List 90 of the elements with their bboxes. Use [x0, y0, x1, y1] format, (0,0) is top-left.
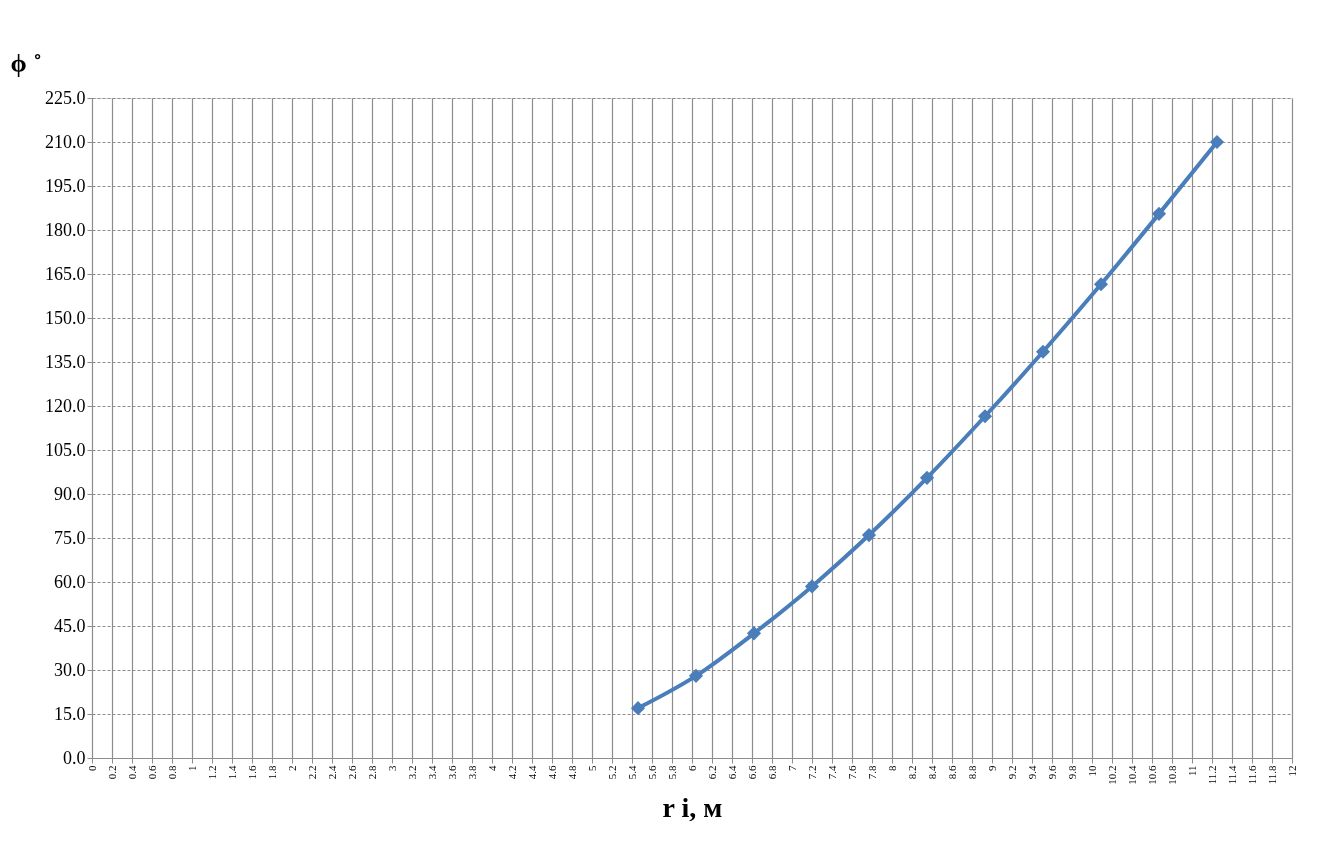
x-tick-label: 2 — [285, 765, 298, 771]
x-tick-label: 9.2 — [1005, 765, 1018, 780]
x-tick-label: 1 — [185, 765, 198, 771]
x-tick-label: 11.6 — [1245, 765, 1258, 785]
x-tick-label: 4.8 — [565, 765, 578, 780]
x-tick-label: 7.4 — [825, 765, 838, 780]
y-tick-label: 150.0 — [45, 307, 86, 328]
y-tick-label: 30.0 — [54, 659, 86, 680]
point — [919, 470, 935, 485]
x-tick-label: 8.8 — [965, 765, 978, 780]
x-axis-title: r i, м — [662, 791, 723, 823]
x-tick-label: 0.4 — [125, 765, 138, 780]
x-tick-label: 11 — [1185, 765, 1198, 777]
y-tick-label: 15.0 — [54, 703, 86, 724]
point — [688, 668, 704, 683]
y-tick-label: 225.0 — [45, 87, 86, 108]
x-tick-label: 6 — [685, 765, 698, 771]
x-tick-label: 11.4 — [1225, 765, 1238, 785]
x-tick-label: 0 — [85, 765, 98, 771]
x-tick-label: 6.6 — [745, 765, 758, 780]
x-tick-label: 3.4 — [425, 765, 438, 780]
x-tick-label: 7 — [785, 765, 798, 771]
y-tick-label: 180.0 — [45, 219, 86, 240]
x-tick-label: 5.4 — [625, 765, 638, 780]
x-tick-label: 11.8 — [1265, 765, 1278, 785]
point — [804, 579, 820, 594]
y-axis-title: ϕ ˚ — [10, 48, 42, 78]
x-tick-label: 9.6 — [1045, 765, 1058, 780]
point — [1093, 277, 1109, 292]
x-tick-label: 6.2 — [705, 765, 718, 780]
y-tick-label: 210.0 — [45, 131, 86, 152]
y-tick-label: 60.0 — [54, 571, 86, 592]
x-tick-label: 1.8 — [265, 765, 278, 780]
y-tick-label: 75.0 — [54, 527, 86, 548]
x-tick-label: 10 — [1085, 765, 1098, 777]
point — [977, 409, 993, 424]
x-tick-label: 11.2 — [1205, 765, 1218, 785]
x-tick-label: 5.2 — [605, 765, 618, 780]
x-tick-label: 8.2 — [905, 765, 918, 780]
point — [1209, 134, 1225, 150]
x-tick-label: 0.2 — [105, 765, 118, 780]
x-tick-label: 5.6 — [645, 765, 658, 780]
x-tick-label: 0.6 — [145, 765, 158, 780]
x-tick-label: 2.6 — [345, 765, 358, 780]
x-tick-label: 10.4 — [1125, 765, 1138, 785]
x-tick-label: 1.4 — [225, 765, 238, 780]
point — [746, 626, 762, 641]
y-tick-label: 195.0 — [45, 175, 86, 196]
x-tick-label: 3.6 — [445, 765, 458, 780]
y-tick-label: 135.0 — [45, 351, 86, 372]
x-tick-label: 4.4 — [525, 765, 538, 780]
x-tick-label: 1.2 — [205, 765, 218, 780]
x-tick-label: 12 — [1285, 765, 1298, 777]
x-tick-label: 7.8 — [865, 765, 878, 780]
x-tick-label: 10.8 — [1165, 765, 1178, 785]
x-tick-label: 9 — [985, 765, 998, 771]
x-tick-label: 3.8 — [465, 765, 478, 780]
x-tick-label: 8 — [885, 765, 898, 771]
x-tick-label: 2.8 — [365, 765, 378, 780]
x-tick-label: 9.8 — [1065, 765, 1078, 780]
x-tick-label: 5 — [585, 765, 598, 771]
y-tick-label: 0.0 — [63, 747, 86, 768]
point — [1035, 344, 1051, 359]
x-tick-label: 6.8 — [765, 765, 778, 780]
x-tick-label: 7.6 — [845, 765, 858, 780]
y-tick-label: 45.0 — [54, 615, 86, 636]
y-tick-label: 120.0 — [45, 395, 86, 416]
x-tick-label: 10.6 — [1145, 765, 1158, 785]
x-tick-label: 1.6 — [245, 765, 258, 780]
x-tick-label: 2.2 — [305, 765, 318, 780]
x-tick-label: 10.2 — [1105, 765, 1118, 785]
point — [630, 701, 646, 716]
y-tick-label: 165.0 — [45, 263, 86, 284]
point — [861, 528, 877, 543]
x-tick-label: 5.8 — [665, 765, 678, 780]
y-tick-label: 105.0 — [45, 439, 86, 460]
x-tick-label: 0.8 — [165, 765, 178, 780]
point — [1151, 206, 1167, 221]
x-tick-label: 3.2 — [405, 765, 418, 780]
x-tick-label: 4.2 — [505, 765, 518, 780]
x-tick-label: 3 — [385, 765, 398, 771]
y-tick-label: 90.0 — [54, 483, 86, 504]
x-tick-label: 8.4 — [925, 765, 938, 780]
x-tick-label: 9.4 — [1025, 765, 1038, 780]
x-tick-label: 4 — [485, 765, 498, 771]
x-tick-label: 2.4 — [325, 765, 338, 780]
x-tick-label: 4.6 — [545, 765, 558, 780]
x-tick-label: 6.4 — [725, 765, 738, 780]
x-tick-label: 7.2 — [805, 765, 818, 780]
x-tick-label: 8.6 — [945, 765, 958, 780]
